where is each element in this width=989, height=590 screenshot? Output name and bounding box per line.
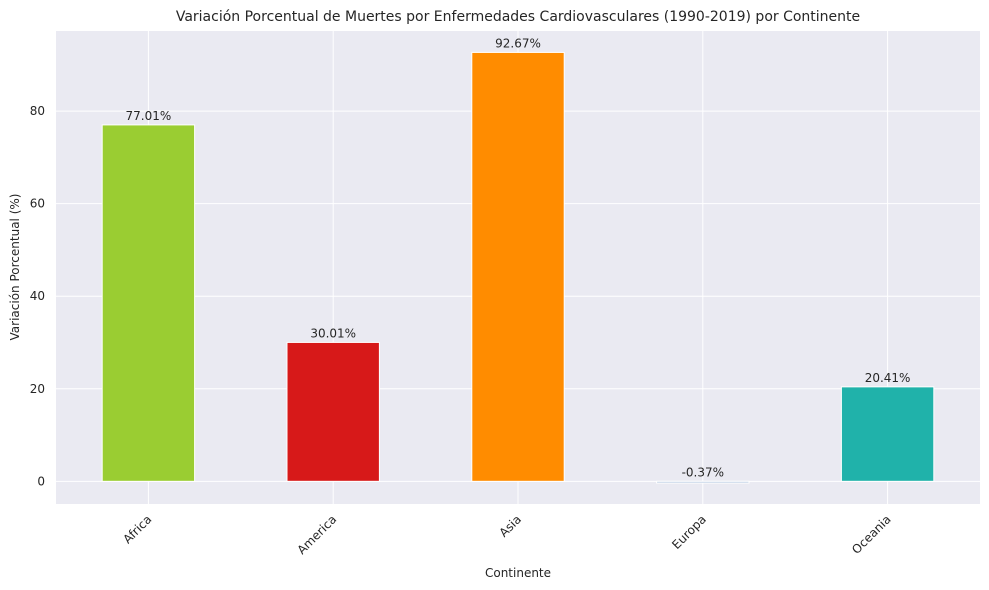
bar-africa — [101, 124, 196, 482]
bar-value-label: 20.41% — [865, 371, 911, 385]
x-axis-label: Continente — [485, 566, 551, 580]
bar-value-label: 30.01% — [310, 326, 356, 340]
y-tick-label: 60 — [30, 197, 45, 211]
bars — [101, 51, 935, 484]
y-tick-label: 0 — [37, 474, 45, 488]
bar-value-label: 92.67% — [495, 36, 541, 50]
y-tick-label: 80 — [30, 104, 45, 118]
bar-value-label: -0.37% — [682, 465, 724, 479]
bar-value-labels: 77.01% 30.01% 92.67% -0.37% 20.41% — [126, 36, 911, 479]
bar-asia — [471, 51, 565, 482]
chart-title: Variación Porcentual de Muertes por Enfe… — [176, 9, 860, 25]
y-tick-label: 20 — [30, 382, 45, 396]
x-axis-ticks: Africa America Asia Europa Oceania — [120, 512, 893, 557]
x-tick-label: America — [294, 512, 339, 557]
bar-america — [286, 341, 380, 482]
x-tick-label: Oceania — [849, 512, 894, 557]
x-tick-label: Africa — [120, 512, 154, 546]
y-axis-ticks: 0 20 40 60 80 — [30, 104, 45, 488]
bar-value-label: 77.01% — [126, 109, 172, 123]
bar-oceania — [840, 386, 935, 482]
bar-europa — [656, 480, 750, 484]
x-tick-label: Asia — [496, 512, 524, 540]
y-tick-label: 40 — [30, 289, 45, 303]
y-axis-label: Variación Porcentual (%) — [8, 194, 22, 341]
x-tick-label: Europa — [669, 512, 709, 552]
